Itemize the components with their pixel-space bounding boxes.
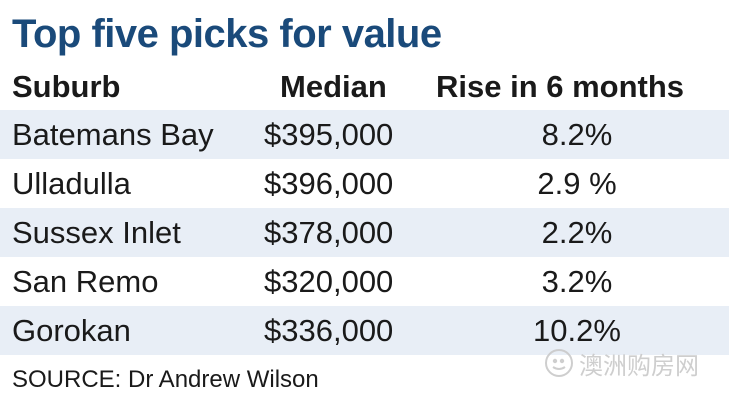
suburb-cell: San Remo bbox=[12, 264, 159, 299]
rise-cell: 8.2% bbox=[541, 117, 613, 152]
rise-cell: 2.2% bbox=[541, 215, 613, 250]
rise-cell: 10.2% bbox=[533, 313, 621, 348]
column-header-suburb: Suburb bbox=[12, 69, 121, 104]
source-note: SOURCE: Dr Andrew Wilson bbox=[12, 366, 319, 393]
median-cell: $378,000 bbox=[264, 215, 394, 250]
rise-cell: 3.2% bbox=[541, 264, 613, 299]
rise-cell: 2.9 % bbox=[537, 166, 617, 201]
median-cell: $336,000 bbox=[264, 313, 394, 348]
suburb-cell: Gorokan bbox=[12, 313, 131, 348]
table-header-row: Suburb Median Rise in 6 months bbox=[0, 64, 729, 110]
suburb-cell: Batemans Bay bbox=[12, 117, 214, 152]
median-cell: $320,000 bbox=[264, 264, 394, 299]
table-row: Ulladulla $396,000 2.9 % bbox=[0, 159, 729, 208]
table-row: Gorokan $336,000 10.2% bbox=[0, 306, 729, 355]
watermark-text: 澳洲购房网 bbox=[579, 351, 699, 380]
median-cell: $396,000 bbox=[264, 166, 394, 201]
wechat-logo-icon bbox=[545, 349, 573, 377]
column-header-rise: Rise in 6 months bbox=[436, 69, 685, 104]
suburb-cell: Sussex Inlet bbox=[12, 215, 181, 250]
table-title: Top five picks for value bbox=[12, 12, 442, 56]
table-row: Batemans Bay $395,000 8.2% bbox=[0, 110, 729, 159]
suburb-cell: Ulladulla bbox=[12, 166, 131, 201]
watermark: 澳洲购房网 bbox=[545, 343, 699, 383]
table-row: Sussex Inlet $378,000 2.2% bbox=[0, 208, 729, 257]
table-row: San Remo $320,000 3.2% bbox=[0, 257, 729, 306]
median-cell: $395,000 bbox=[264, 117, 394, 152]
column-header-median: Median bbox=[280, 69, 387, 104]
value-picks-table: Suburb Median Rise in 6 months Batemans … bbox=[0, 64, 729, 355]
